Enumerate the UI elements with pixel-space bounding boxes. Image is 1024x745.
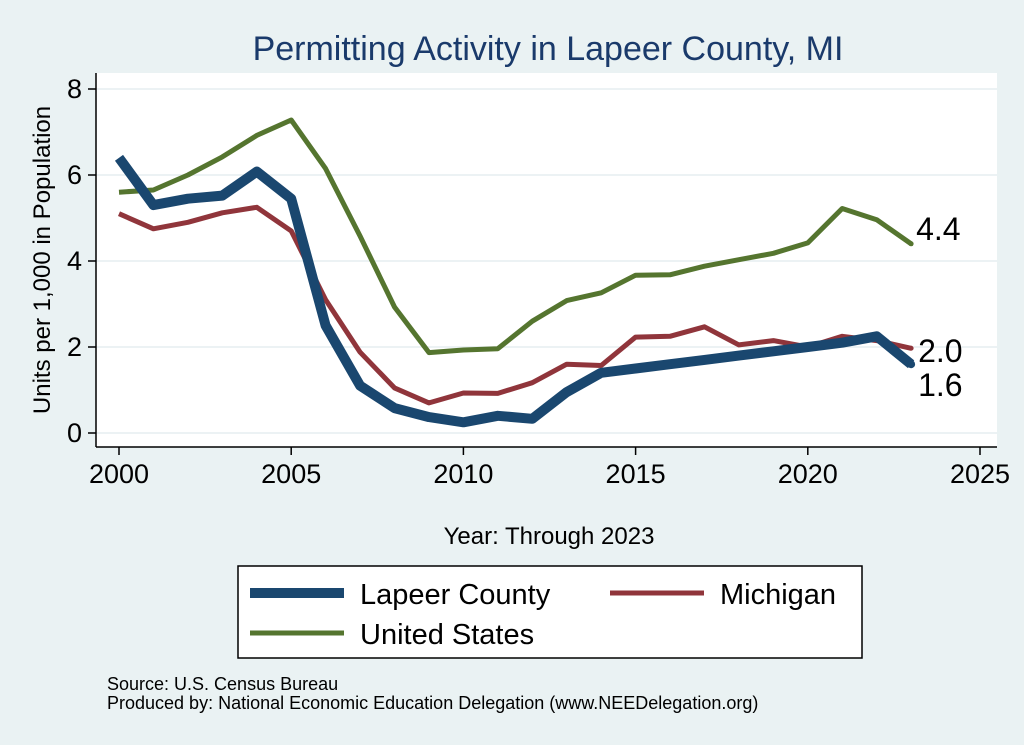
source-note: Source: U.S. Census Bureau <box>107 674 338 694</box>
legend: Lapeer County Michigan United States <box>237 565 863 659</box>
end-label-lapeer-county: 1.6 <box>918 367 962 403</box>
y-tick-label-2: 4 <box>67 246 82 276</box>
end-labels: 1.62.0 4.4 <box>916 211 962 403</box>
y-tick-label-4: 8 <box>67 74 82 104</box>
plot-area <box>96 73 997 447</box>
end-label-michigan: 2.0 <box>918 333 962 369</box>
x-tick-label-2: 2010 <box>433 459 493 489</box>
legend-box <box>237 565 863 659</box>
x-tick-label-5: 2025 <box>950 459 1010 489</box>
y-tick-label-0: 0 <box>67 418 82 448</box>
series-line-united-states <box>118 117 913 356</box>
end-label-united-states: 4.4 <box>916 211 960 247</box>
y-axis-ticks: 0 2 4 6 8 <box>67 74 96 448</box>
end-point-michigan <box>908 345 914 351</box>
y-tick-label-3: 6 <box>67 160 82 190</box>
produced-by-note: Produced by: National Economic Education… <box>107 693 758 713</box>
series-lines <box>114 117 916 428</box>
x-tick-label-3: 2015 <box>606 459 666 489</box>
x-tick-label-0: 2000 <box>89 459 149 489</box>
y-axis-title: Units per 1,000 in Population <box>29 106 56 414</box>
x-tick-label-1: 2005 <box>261 459 321 489</box>
x-tick-label-4: 2020 <box>778 459 838 489</box>
chart-title: Permitting Activity in Lapeer County, MI <box>253 30 844 68</box>
end-point-lapeer-county <box>907 360 916 369</box>
series-line-lapeer-county <box>114 154 915 428</box>
y-tick-label-1: 2 <box>67 332 82 362</box>
legend-label-united-states: United States <box>360 619 534 651</box>
x-axis-ticks: 2000 2005 2010 2015 2020 2025 <box>89 447 1010 489</box>
end-point-united-states <box>908 241 914 247</box>
series-line-michigan <box>117 204 912 406</box>
legend-label-lapeer-county: Lapeer County <box>360 579 551 611</box>
x-axis-title: Year: Through 2023 <box>444 523 655 550</box>
legend-label-michigan: Michigan <box>720 579 836 611</box>
